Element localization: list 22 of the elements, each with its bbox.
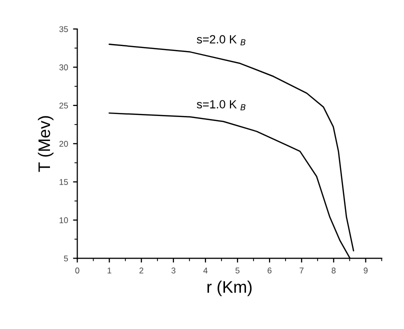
y-tick-label: 30 <box>59 64 68 70</box>
x-tick-label: 3 <box>171 268 176 274</box>
y-tick-label: 35 <box>59 26 68 32</box>
x-tick-label: 5 <box>236 268 240 274</box>
x-tick-label: 4 <box>203 268 208 274</box>
x-tick-label: 1 <box>108 268 112 274</box>
series-label: s=2.0 K $_{B}$ <box>196 35 246 46</box>
x-axis-title: r (Km) <box>207 280 252 296</box>
y-tick-label: 25 <box>59 102 68 109</box>
y-tick-label: 15 <box>60 179 68 185</box>
y-tick-label: 10 <box>60 217 68 224</box>
x-tick-label: 0 <box>75 268 80 274</box>
x-tick-label: 7 <box>300 268 304 274</box>
series-label: s=1.0 K $_{B}$ <box>196 100 246 110</box>
x-tick-label: 9 <box>364 268 368 274</box>
x-tick-label: 6 <box>268 268 272 274</box>
line-series <box>108 44 354 252</box>
x-tick-label: 8 <box>332 268 336 274</box>
y-tick-label: 20 <box>59 140 68 147</box>
x-tick-label: 2 <box>139 268 144 274</box>
y-tick-label: 5 <box>64 256 68 262</box>
y-axis-title: T (Mev) <box>38 116 54 172</box>
